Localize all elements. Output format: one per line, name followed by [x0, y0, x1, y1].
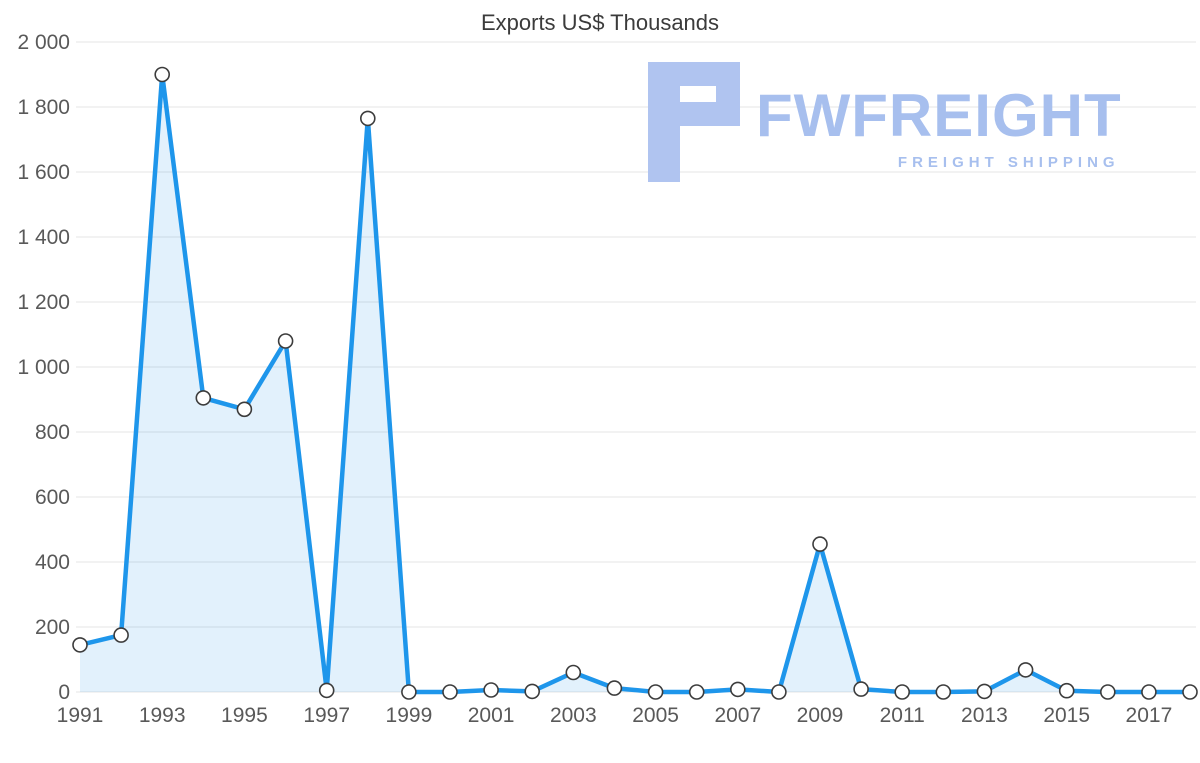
x-axis-label: 2003	[550, 704, 597, 727]
brand-tagline: FREIGHT SHIPPING	[897, 154, 1120, 171]
x-axis-label: 2011	[880, 704, 925, 727]
data-point-marker[interactable]	[1182, 684, 1198, 700]
data-point-marker[interactable]	[154, 66, 170, 83]
y-axis-label: 400	[35, 551, 70, 574]
data-point-marker[interactable]	[1141, 684, 1157, 700]
x-axis-label: 1993	[139, 704, 186, 727]
data-point-marker[interactable]	[606, 680, 623, 696]
x-axis-label: 1991	[57, 704, 104, 727]
x-axis-label: 1999	[386, 704, 433, 727]
y-axis-label: 1 200	[17, 291, 70, 314]
y-axis-label: 200	[35, 616, 70, 639]
data-point-marker[interactable]	[1100, 684, 1116, 700]
data-point-marker[interactable]	[935, 684, 952, 700]
brand-text-block: FWFREIGHT FREIGHT SHIPPING	[756, 62, 1122, 172]
y-axis-label: 1 600	[17, 161, 70, 184]
x-axis-label: 1997	[303, 704, 350, 727]
x-axis-label: 2013	[961, 704, 1008, 727]
data-point-marker[interactable]	[359, 110, 376, 127]
chart-title: Exports US$ Thousands	[480, 10, 720, 35]
y-axis-label: 600	[35, 486, 70, 509]
data-point-marker[interactable]	[113, 627, 129, 643]
x-axis-label: 2005	[632, 704, 679, 727]
data-point-marker[interactable]	[236, 401, 253, 418]
data-point-marker[interactable]	[524, 683, 541, 700]
x-axis-label: 2015	[1043, 704, 1090, 727]
area-fill	[80, 74, 1190, 692]
y-axis-label: 1 800	[17, 96, 70, 119]
data-point-marker[interactable]	[401, 684, 417, 700]
data-point-marker[interactable]	[72, 637, 88, 653]
data-point-marker[interactable]	[853, 681, 869, 697]
data-point-marker[interactable]	[1017, 662, 1034, 678]
y-axis-label: 2 000	[17, 31, 70, 54]
x-axis-label: 1995	[221, 704, 268, 727]
data-point-marker[interactable]	[318, 682, 335, 699]
data-point-marker[interactable]	[277, 333, 294, 349]
y-axis-labels: 0 200 400 600 800 1 000 1 200 1 400 1 600 1 800 2 …	[17, 31, 70, 704]
data-point-marker[interactable]	[688, 684, 705, 700]
y-axis-label: 1 000	[17, 356, 70, 379]
x-axis-label: 2017	[1126, 704, 1173, 727]
data-point-marker[interactable]	[771, 684, 787, 700]
x-axis-label: 2007	[714, 704, 761, 727]
x-axis-label: 2009	[797, 704, 844, 727]
data-point-marker[interactable]	[647, 684, 664, 700]
brand-logo-icon	[648, 62, 740, 182]
x-axis-label: 2001	[468, 704, 515, 727]
y-axis-label: 1 400	[17, 226, 70, 249]
data-point-marker[interactable]	[729, 681, 746, 698]
data-point-marker[interactable]	[483, 682, 499, 698]
brand-logo: FWFREIGHT FREIGHT SHIPPING	[648, 62, 1122, 182]
y-axis-label: 800	[35, 421, 70, 444]
series-line	[77, 72, 1193, 695]
data-point-marker[interactable]	[442, 684, 458, 700]
data-point-marker[interactable]	[812, 536, 828, 552]
gridlines	[76, 41, 1196, 693]
data-point-marker[interactable]	[1058, 682, 1075, 699]
data-point-marker[interactable]	[894, 684, 911, 700]
data-point-markers	[72, 66, 1198, 700]
x-axis-labels: 1991 1993 1995 1997 1999 2001 2003 2005 2007 2009…	[57, 704, 1173, 727]
data-point-marker[interactable]	[195, 390, 212, 406]
y-axis-label: 0	[58, 681, 70, 704]
brand-name: FWFREIGHT	[756, 82, 1122, 149]
data-point-marker[interactable]	[976, 683, 993, 700]
data-point-marker[interactable]	[565, 664, 582, 681]
